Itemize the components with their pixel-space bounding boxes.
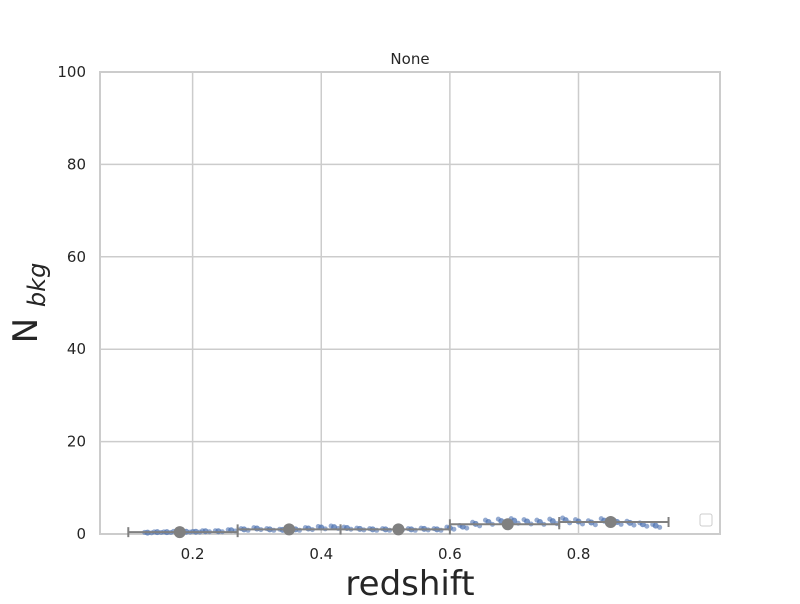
y-tick-label: 40: [67, 340, 86, 358]
data-point: [328, 523, 334, 529]
data-point: [631, 522, 637, 528]
legend-box: [699, 513, 713, 527]
data-point: [444, 524, 450, 530]
y-tick-label: 60: [67, 248, 86, 266]
data-point: [592, 522, 598, 528]
data-point: [598, 516, 604, 522]
data-point: [225, 527, 231, 533]
tick-layer: 0.2 0.4 0.6 0.8 0 20 40 60 80 100: [57, 63, 590, 563]
data-point: [495, 516, 501, 522]
y-axis-label: N bkg: [6, 263, 51, 344]
y-tick-label: 20: [67, 433, 86, 451]
bin-mean-point: [604, 515, 617, 528]
data-point: [560, 515, 566, 521]
chart-title: None: [390, 50, 429, 68]
data-point: [644, 523, 650, 529]
x-tick-label: 0.4: [309, 545, 333, 563]
data-point: [341, 524, 347, 530]
x-axis-label: redshift: [345, 564, 474, 600]
x-tick-label: 0.6: [438, 545, 462, 563]
data-point: [534, 517, 540, 523]
bin-mean-point: [501, 518, 514, 531]
x-tick-label: 0.8: [567, 545, 591, 563]
plot-border: [99, 71, 721, 535]
bin-mean-point: [392, 523, 405, 536]
y-axis-label-main: N: [6, 318, 46, 343]
plot-frame: [99, 71, 721, 535]
data-point: [315, 524, 321, 530]
y-tick-label: 100: [57, 63, 86, 81]
data-point: [547, 516, 553, 522]
bin-mean-point: [173, 526, 186, 539]
data-point: [618, 521, 624, 527]
bin-mean-point: [283, 523, 296, 536]
data-point: [482, 517, 488, 523]
grid-layer: [100, 71, 720, 535]
data-point: [573, 517, 579, 523]
y-tick-label: 0: [76, 525, 86, 543]
data-point: [650, 521, 656, 527]
data-point: [521, 517, 527, 523]
data-point: [657, 524, 663, 530]
binned-layer: [127, 515, 670, 539]
y-axis-label-subscript: bkg: [23, 263, 51, 307]
data-point: [464, 525, 470, 531]
x-tick-label: 0.2: [181, 545, 205, 563]
y-tick-label: 80: [67, 155, 86, 173]
data-point: [451, 526, 457, 532]
